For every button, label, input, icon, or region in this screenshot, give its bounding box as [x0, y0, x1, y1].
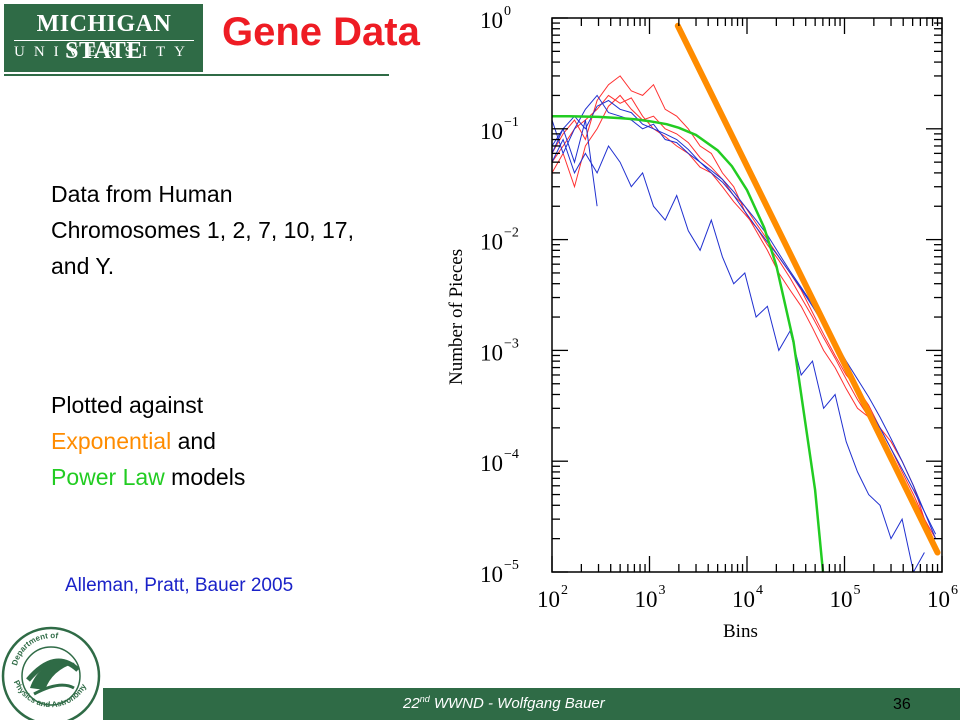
x-tick-label: 10 — [830, 587, 853, 612]
data-series-1-red — [552, 75, 937, 544]
footer-event-rest: WWND - Wolfgang Bauer — [429, 695, 605, 712]
footer-event: 22nd WWND - Wolfgang Bauer — [403, 694, 605, 712]
x-axis-title: Bins — [723, 621, 758, 642]
plot-frame — [551, 17, 943, 573]
page-number: 36 — [893, 696, 911, 713]
y-tick-label-exponent: −4 — [504, 447, 519, 462]
x-tick-label: 10 — [537, 587, 560, 612]
y-tick-label: 10 — [480, 119, 503, 144]
logo-university-name: MICHIGAN STATE — [36, 11, 172, 64]
data-series-5-blue — [552, 99, 937, 539]
x-tick-label: 10 — [732, 587, 755, 612]
data-description: Data from Human Chromosomes 1, 2, 7, 10,… — [51, 181, 354, 279]
y-axis-title: Number of Pieces — [446, 249, 467, 385]
x-tick-label-exponent: 5 — [854, 583, 861, 598]
model-exponential-label: Exponential — [51, 428, 172, 454]
data-series-6-blue — [552, 138, 925, 572]
model-power-law-label: Power Law — [51, 464, 165, 490]
slide-title: Gene Data — [222, 10, 420, 54]
logo-divider — [14, 40, 194, 41]
and-word: and — [177, 428, 216, 454]
x-tick-label-exponent: 4 — [756, 583, 763, 598]
y-tick-label-exponent: −2 — [504, 226, 519, 241]
y-tick-label: 10 — [480, 230, 503, 255]
msu-logo: MICHIGAN STATE UNIVERSITY — [4, 4, 203, 72]
y-tick-label-exponent: −1 — [504, 115, 519, 130]
x-tick-label-exponent: 6 — [951, 583, 958, 598]
models-description: Plotted against Exponential and Power La… — [51, 387, 381, 495]
x-tick-label: 10 — [927, 587, 950, 612]
y-tick-label-exponent: −5 — [504, 558, 519, 573]
footer-event-suffix: nd — [419, 694, 430, 704]
gene-data-chart: 10 2 10 3 10 4 10 5 10 610 010 −110 −210 −310 −410 −5 N… — [446, 4, 958, 642]
x-tick-label-exponent: 2 — [561, 583, 568, 598]
header-divider — [4, 74, 389, 76]
x-tick-label: 10 — [635, 587, 658, 612]
model-curve-exponential — [552, 114, 825, 572]
models-word: models — [171, 464, 246, 490]
footer-bar: 22nd WWND - Wolfgang Bauer 36 — [103, 688, 960, 720]
citation: Alleman, Pratt, Bauer 2005 — [65, 575, 294, 596]
y-tick-label: 10 — [480, 340, 503, 365]
plotted-prefix: Plotted against — [51, 392, 204, 418]
logo-university-sub: UNIVERSITY — [14, 44, 194, 60]
model-curve-power-law — [674, 22, 941, 556]
footer-event-ordinal: 22 — [403, 695, 420, 712]
y-tick-label: 10 — [480, 451, 503, 476]
y-tick-label: 10 — [480, 8, 503, 33]
x-tick-label-exponent: 3 — [659, 583, 666, 598]
y-tick-label-exponent: −3 — [504, 336, 519, 351]
y-tick-label-exponent: 0 — [504, 4, 511, 19]
data-series-7-blue — [552, 119, 598, 207]
y-tick-label: 10 — [480, 562, 503, 587]
department-logo: Department of Physics and Astronomy — [1, 626, 101, 720]
